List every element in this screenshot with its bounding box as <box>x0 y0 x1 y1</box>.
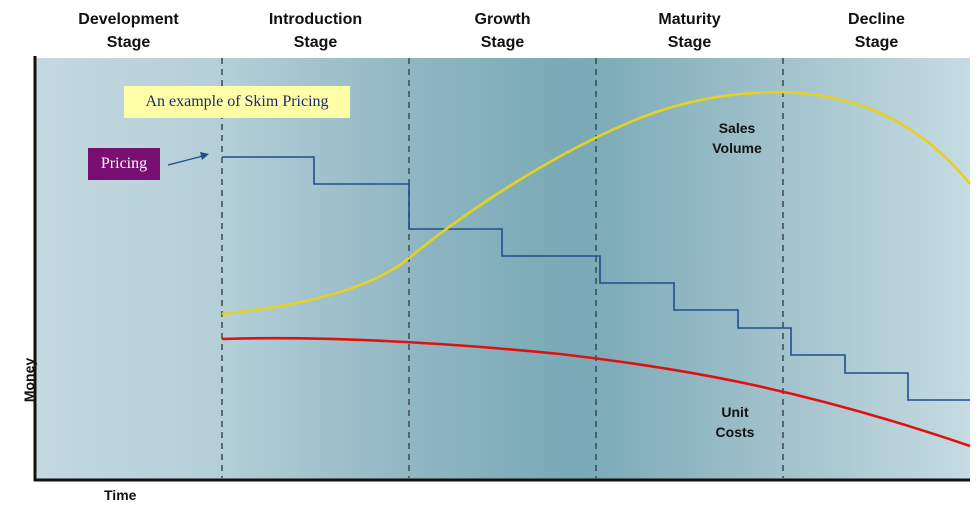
stage-label-introduction: Introduction Stage <box>222 8 409 54</box>
y-axis-label: Money <box>21 357 37 403</box>
stage-label-line: Development <box>78 11 179 28</box>
curve-label-line: Unit <box>721 404 749 420</box>
pricing-arrow <box>167 155 204 166</box>
pricing-callout: Pricing <box>88 148 160 180</box>
unit-costs-label: Unit Costs <box>690 402 780 442</box>
stage-label-line: Growth <box>474 11 531 28</box>
plot-background <box>35 58 970 480</box>
stage-label-maturity: Maturity Stage <box>596 8 783 54</box>
stage-label-line: Stage <box>480 34 525 51</box>
skim-pricing-title: An example of Skim Pricing <box>124 86 350 118</box>
stage-label-development: Development Stage <box>35 8 222 54</box>
stage-label-line: Introduction <box>268 11 363 28</box>
stage-label-decline: Decline Stage <box>783 8 970 54</box>
pricing-step-line <box>222 156 970 401</box>
x-axis-label: Time <box>104 487 137 503</box>
curve-label-line: Volume <box>712 140 762 156</box>
stage-label-line: Decline <box>848 11 905 28</box>
stage-label-line: Stage <box>854 34 899 51</box>
stage-label-line: Maturity <box>658 11 721 28</box>
sales-volume-curve <box>221 90 972 316</box>
stage-label-line: Stage <box>667 34 712 51</box>
sales-volume-label: Sales Volume <box>692 118 782 158</box>
stage-label-line: Stage <box>106 34 151 51</box>
unit-costs-curve <box>221 336 971 448</box>
stage-label-line: Stage <box>293 34 338 51</box>
curve-label-line: Sales <box>718 120 756 136</box>
pricing-arrow-head <box>200 152 209 160</box>
stage-dividers <box>221 58 784 478</box>
stage-label-growth: Growth Stage <box>409 8 596 54</box>
curve-label-line: Costs <box>715 424 755 440</box>
